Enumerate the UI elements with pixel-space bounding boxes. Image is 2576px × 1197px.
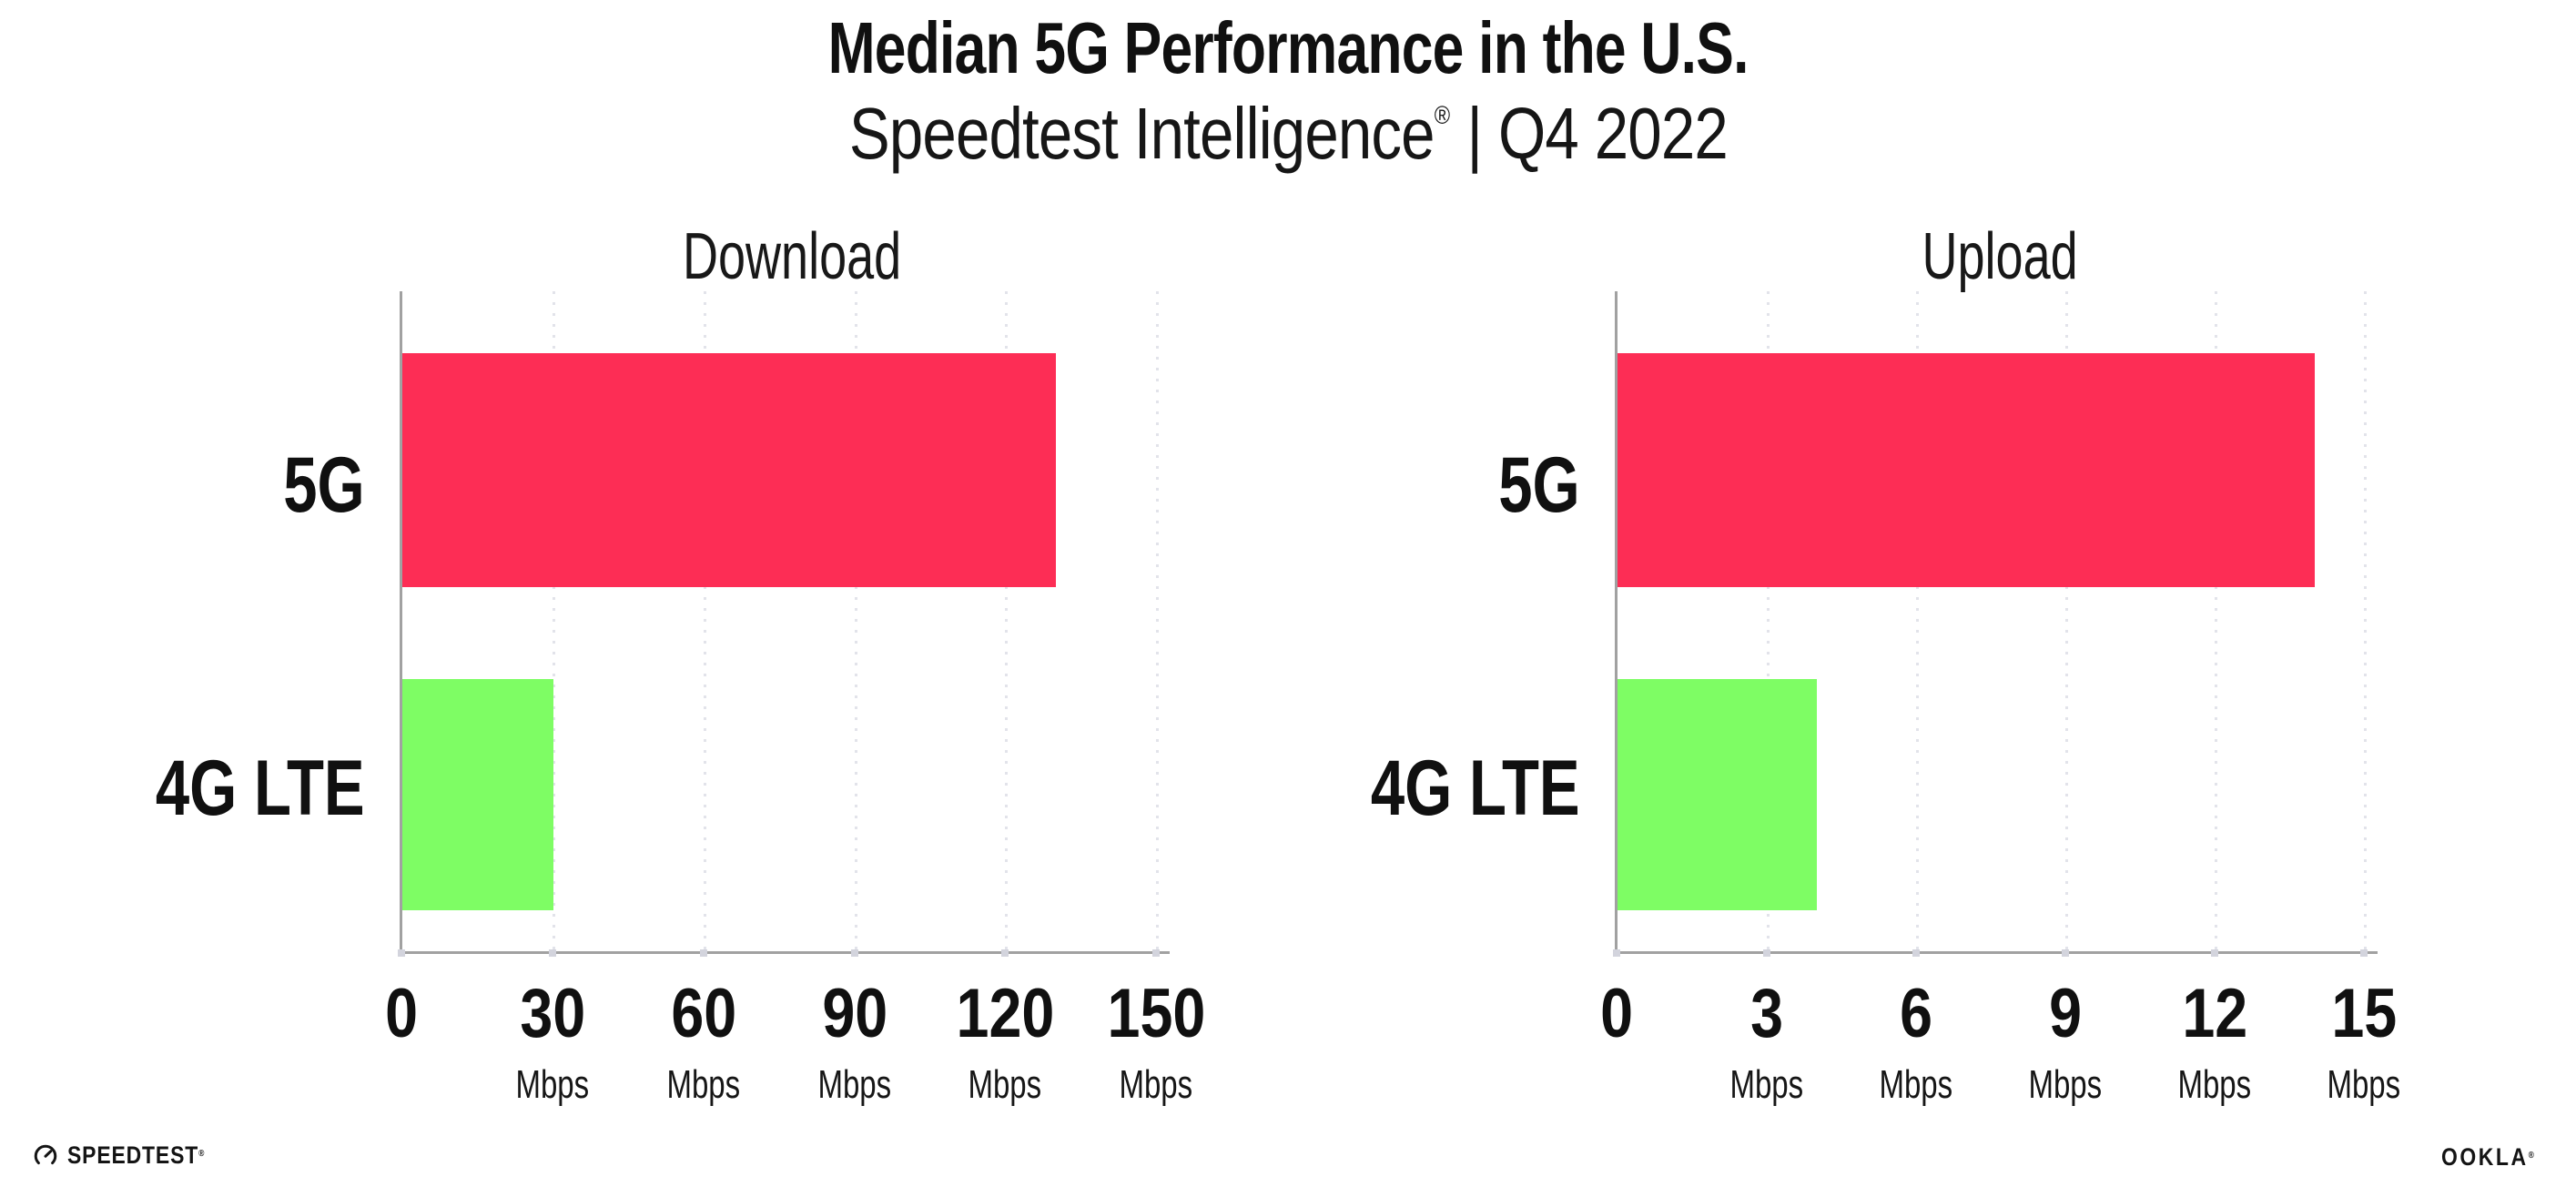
tick-mark bbox=[2211, 949, 2218, 957]
chart-title-upload: Upload bbox=[1922, 220, 2079, 293]
bar-5g-download bbox=[402, 353, 1056, 587]
subtitle-period: | Q4 2022 bbox=[1466, 93, 1728, 174]
category-label-5g: 5G bbox=[283, 441, 365, 529]
gridline bbox=[704, 291, 706, 952]
x-tick-0: 0 bbox=[385, 975, 418, 1052]
unit-label: Mbps bbox=[968, 1062, 1042, 1107]
tick-mark bbox=[549, 949, 556, 957]
gridline bbox=[1916, 291, 1919, 952]
tick-mark bbox=[1001, 949, 1009, 957]
unit-label: Mbps bbox=[515, 1062, 590, 1107]
x-axis-line bbox=[1615, 951, 2378, 954]
speedtest-wordmark: SPEEDTEST bbox=[67, 1141, 199, 1169]
unit-label: Mbps bbox=[666, 1062, 741, 1107]
subtitle-brand: Speedtest Intelligence bbox=[848, 93, 1435, 174]
unit-label: Mbps bbox=[2327, 1062, 2401, 1107]
x-tick-30: 30 Mbps bbox=[461, 979, 644, 1105]
y-axis-line bbox=[400, 291, 402, 955]
tick-mark bbox=[2062, 949, 2069, 957]
x-axis-line bbox=[400, 951, 1170, 954]
x-tick-15: 15 Mbps bbox=[2273, 979, 2455, 1105]
gridline bbox=[2215, 291, 2217, 952]
download-chart: Download 5G 4G LTE 0 30 Mbps 60 bbox=[156, 224, 1205, 1105]
page-subtitle: Speedtest Intelligence® | Q4 2022 bbox=[0, 97, 2576, 170]
unit-label: Mbps bbox=[2028, 1062, 2103, 1107]
tick-mark bbox=[1613, 949, 1620, 957]
upload-chart: Upload 5G 4G LTE 0 3 Mbps 6 bbox=[1371, 224, 2400, 1105]
gridline bbox=[2364, 291, 2367, 952]
x-tick-0: 0 bbox=[1600, 975, 1633, 1052]
tick-mark bbox=[2360, 949, 2368, 957]
category-label-4g-lte: 4G LTE bbox=[156, 745, 365, 832]
tick-mark bbox=[1152, 949, 1160, 957]
bar-4g-lte-upload bbox=[1618, 679, 1817, 910]
tick-mark bbox=[851, 949, 858, 957]
unit-label: Mbps bbox=[1879, 1062, 1953, 1107]
unit-label: Mbps bbox=[2177, 1062, 2252, 1107]
tick-mark bbox=[398, 949, 405, 957]
bar-5g-upload bbox=[1618, 353, 2315, 587]
gridline bbox=[2065, 291, 2068, 952]
category-label-4g-lte: 4G LTE bbox=[1371, 745, 1580, 832]
y-axis-line bbox=[1615, 291, 1618, 955]
page-title: Median 5G Performance in the U.S. bbox=[0, 12, 2576, 85]
x-tick-60: 60 Mbps bbox=[613, 979, 795, 1105]
page-title-text: Median 5G Performance in the U.S. bbox=[827, 7, 1749, 88]
gridline bbox=[1767, 291, 1770, 952]
x-tick-9: 9 Mbps bbox=[1974, 979, 2156, 1105]
registered-mark: ® bbox=[1434, 101, 1450, 129]
ookla-wordmark: OOKLA bbox=[2441, 1143, 2529, 1171]
registered-mark: ® bbox=[2528, 1151, 2535, 1161]
x-tick-90: 90 Mbps bbox=[764, 979, 946, 1105]
registered-mark: ® bbox=[198, 1148, 205, 1159]
gridline bbox=[1005, 291, 1008, 952]
unit-label: Mbps bbox=[817, 1062, 892, 1107]
x-tick-6: 6 Mbps bbox=[1825, 979, 2007, 1105]
category-label-5g: 5G bbox=[1498, 441, 1580, 529]
tick-mark bbox=[700, 949, 707, 957]
unit-label: Mbps bbox=[1729, 1062, 1804, 1107]
x-tick-150: 150 Mbps bbox=[1065, 979, 1247, 1105]
x-tick-12: 12 Mbps bbox=[2124, 979, 2306, 1105]
gridline bbox=[553, 291, 555, 952]
tick-mark bbox=[1763, 949, 1770, 957]
ookla-logo: OOKLA® bbox=[2441, 1143, 2551, 1172]
speedtest-gauge-icon bbox=[34, 1144, 57, 1165]
gridline bbox=[855, 291, 857, 952]
tick-mark bbox=[1912, 949, 1920, 957]
speedtest-logo: SPEEDTEST® bbox=[32, 1140, 228, 1171]
x-tick-3: 3 Mbps bbox=[1676, 979, 1858, 1105]
unit-label: Mbps bbox=[1119, 1062, 1193, 1107]
gridline bbox=[1156, 291, 1159, 952]
x-tick-120: 120 Mbps bbox=[914, 979, 1096, 1105]
bar-4g-lte-download bbox=[402, 679, 553, 910]
chart-title-download: Download bbox=[683, 220, 902, 293]
